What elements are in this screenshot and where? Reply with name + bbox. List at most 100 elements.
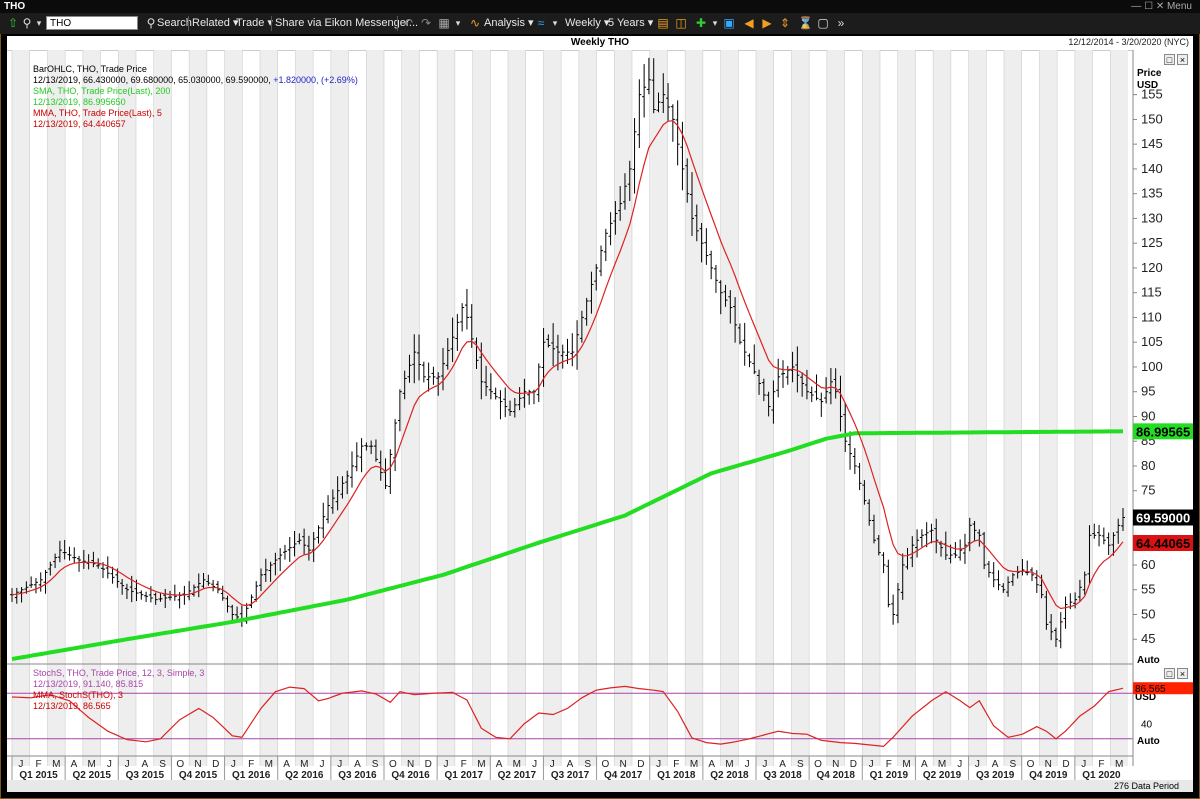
ohlc-bar (637, 79, 642, 148)
select-icon[interactable]: ▢ (817, 16, 829, 30)
share-eikon-button[interactable]: Share via Eikon Messenger... (275, 17, 419, 29)
ohlc-bar (38, 572, 43, 592)
y-tick-label: 80 (1141, 458, 1155, 473)
line-chart-icon[interactable]: ▤ (657, 16, 669, 30)
month-label: M (88, 759, 96, 770)
chevron-down-icon[interactable]: ▾ (36, 18, 42, 28)
ric-input[interactable]: THO (46, 16, 138, 30)
chevron-down-icon[interactable]: ▾ (552, 18, 558, 28)
month-label: O (602, 759, 610, 770)
trade-menu[interactable]: Trade ▾ (236, 17, 273, 29)
month-band (862, 50, 880, 766)
crosshair-icon[interactable]: ✚ (695, 16, 707, 30)
ohlc-bar (814, 374, 819, 401)
redo-icon[interactable]: ↷ (420, 16, 432, 30)
month-band (12, 50, 30, 766)
zoom-vertical-icon[interactable]: ⇕ (779, 16, 791, 30)
hourglass-icon[interactable]: ⌛ (798, 16, 813, 30)
window-icon[interactable]: ▣ (723, 16, 735, 30)
month-label: A (708, 759, 715, 770)
ohlc-bar (690, 172, 695, 236)
ohlc-bar (666, 83, 671, 121)
month-label: S (372, 759, 379, 770)
ohlc-bar (651, 58, 656, 114)
legend-line-3: 12/13/2019, 86.995650 (33, 97, 126, 107)
analysis-menu[interactable]: Analysis ▾ (484, 17, 534, 29)
month-band (933, 50, 951, 766)
ohlc-bar (819, 392, 824, 417)
window-controls[interactable]: — ☐ ✕ Menu (1131, 1, 1192, 12)
ohlc-bar (833, 368, 838, 399)
quarter-label: Q4 2017 (604, 770, 643, 780)
ohlc-bar (388, 449, 393, 495)
search-q-icon[interactable]: ⚲ (22, 16, 32, 30)
compare-icon[interactable]: ◫ (675, 16, 687, 30)
chevron-down-icon[interactable]: ▾ (712, 18, 718, 28)
lower-tick-label: 40 (1141, 720, 1153, 731)
ohlc-bar (220, 585, 225, 601)
separator (188, 16, 189, 31)
up-arrow-icon[interactable]: ⇧ (7, 16, 19, 30)
month-label: A (71, 759, 78, 770)
y-tick-label: 100 (1141, 359, 1163, 374)
ohlc-bar (718, 280, 723, 315)
chart-canvas[interactable]: PriceUSD45505560657075808590951001051101… (7, 50, 1193, 780)
ohlc-bar (321, 502, 326, 539)
ohlc-bar (804, 369, 809, 400)
ohlc-bar (484, 365, 489, 397)
ohlc-bar (268, 561, 273, 582)
ohlc-bar (1082, 571, 1087, 595)
ohlc-bar (302, 528, 307, 555)
ohlc-bar (53, 553, 58, 569)
ohlc-bar (417, 334, 422, 381)
wave-icon[interactable]: ≈ (537, 16, 545, 30)
search-icon[interactable]: ⚲ (146, 16, 156, 30)
y-tick-label: 95 (1141, 384, 1155, 399)
period-menu[interactable]: Weekly ▾ (565, 17, 610, 29)
month-band (295, 50, 314, 766)
lower-auto-label: Auto (1137, 736, 1160, 747)
month-band (508, 50, 526, 766)
search-button[interactable]: Search (157, 17, 192, 29)
analysis-icon[interactable]: ∿ (469, 16, 481, 30)
quarter-label: Q1 2016 (232, 770, 271, 780)
undo-icon[interactable]: ↶ (402, 16, 414, 30)
ohlc-bar (440, 347, 445, 391)
ohlc-bar (723, 284, 728, 307)
data-period: 276 Data Period (1113, 781, 1179, 791)
month-label: J (745, 759, 750, 770)
quarter-label: Q3 2015 (126, 770, 165, 780)
ohlc-bar (757, 369, 762, 395)
folder-icon[interactable]: ▦ (438, 16, 450, 30)
lower-pane-close-icon[interactable]: × (1177, 668, 1188, 679)
legend-line-2: SMA, THO, Trade Price(Last), 200 (33, 86, 171, 96)
range-menu[interactable]: 5 Years ▾ (608, 17, 654, 29)
ohlc-bar (800, 372, 805, 397)
chevron-down-icon[interactable]: ▾ (455, 18, 461, 28)
month-band (118, 50, 136, 766)
scroll-left-icon[interactable]: ◀ (744, 16, 754, 30)
ohlc-bar (632, 118, 637, 194)
scroll-right-icon[interactable]: ▶ (762, 16, 772, 30)
quarter-label: Q2 2017 (498, 770, 537, 780)
month-band (1039, 50, 1058, 766)
month-band (756, 50, 774, 766)
ohlc-bar (546, 334, 551, 348)
svg-text:86.565: 86.565 (1135, 684, 1166, 695)
ohlc-bar (354, 442, 359, 472)
ohlc-bar (589, 271, 594, 314)
ohlc-bar (311, 531, 316, 563)
more-icon[interactable]: » (837, 16, 845, 30)
quarter-label: Q4 2015 (179, 770, 218, 780)
pane-maximize-icon[interactable]: □ (1164, 54, 1175, 65)
related-menu[interactable]: Related ▾ (192, 17, 239, 29)
month-label: N (1045, 759, 1052, 770)
title-bar: THO — ☐ ✕ Menu (0, 0, 1200, 13)
ohlc-bar (297, 533, 302, 545)
lower-pane-maximize-icon[interactable]: □ (1164, 668, 1175, 679)
legend-line-0: BarOHLC, THO, Trade Price (33, 64, 147, 74)
chart-title: Weekly THO (570, 37, 630, 48)
ohlc-bar (172, 584, 177, 601)
pane-close-icon[interactable]: × (1177, 54, 1188, 65)
ohlc-bar (967, 517, 972, 552)
